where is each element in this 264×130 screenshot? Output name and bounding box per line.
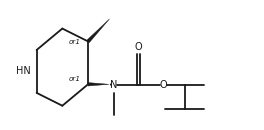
Text: O: O xyxy=(135,42,142,52)
Text: N: N xyxy=(110,80,117,90)
Text: O: O xyxy=(159,80,167,90)
Polygon shape xyxy=(87,19,110,43)
Text: or1: or1 xyxy=(69,40,81,45)
Text: or1: or1 xyxy=(69,76,81,82)
Polygon shape xyxy=(88,83,109,86)
Text: HN: HN xyxy=(16,66,31,76)
